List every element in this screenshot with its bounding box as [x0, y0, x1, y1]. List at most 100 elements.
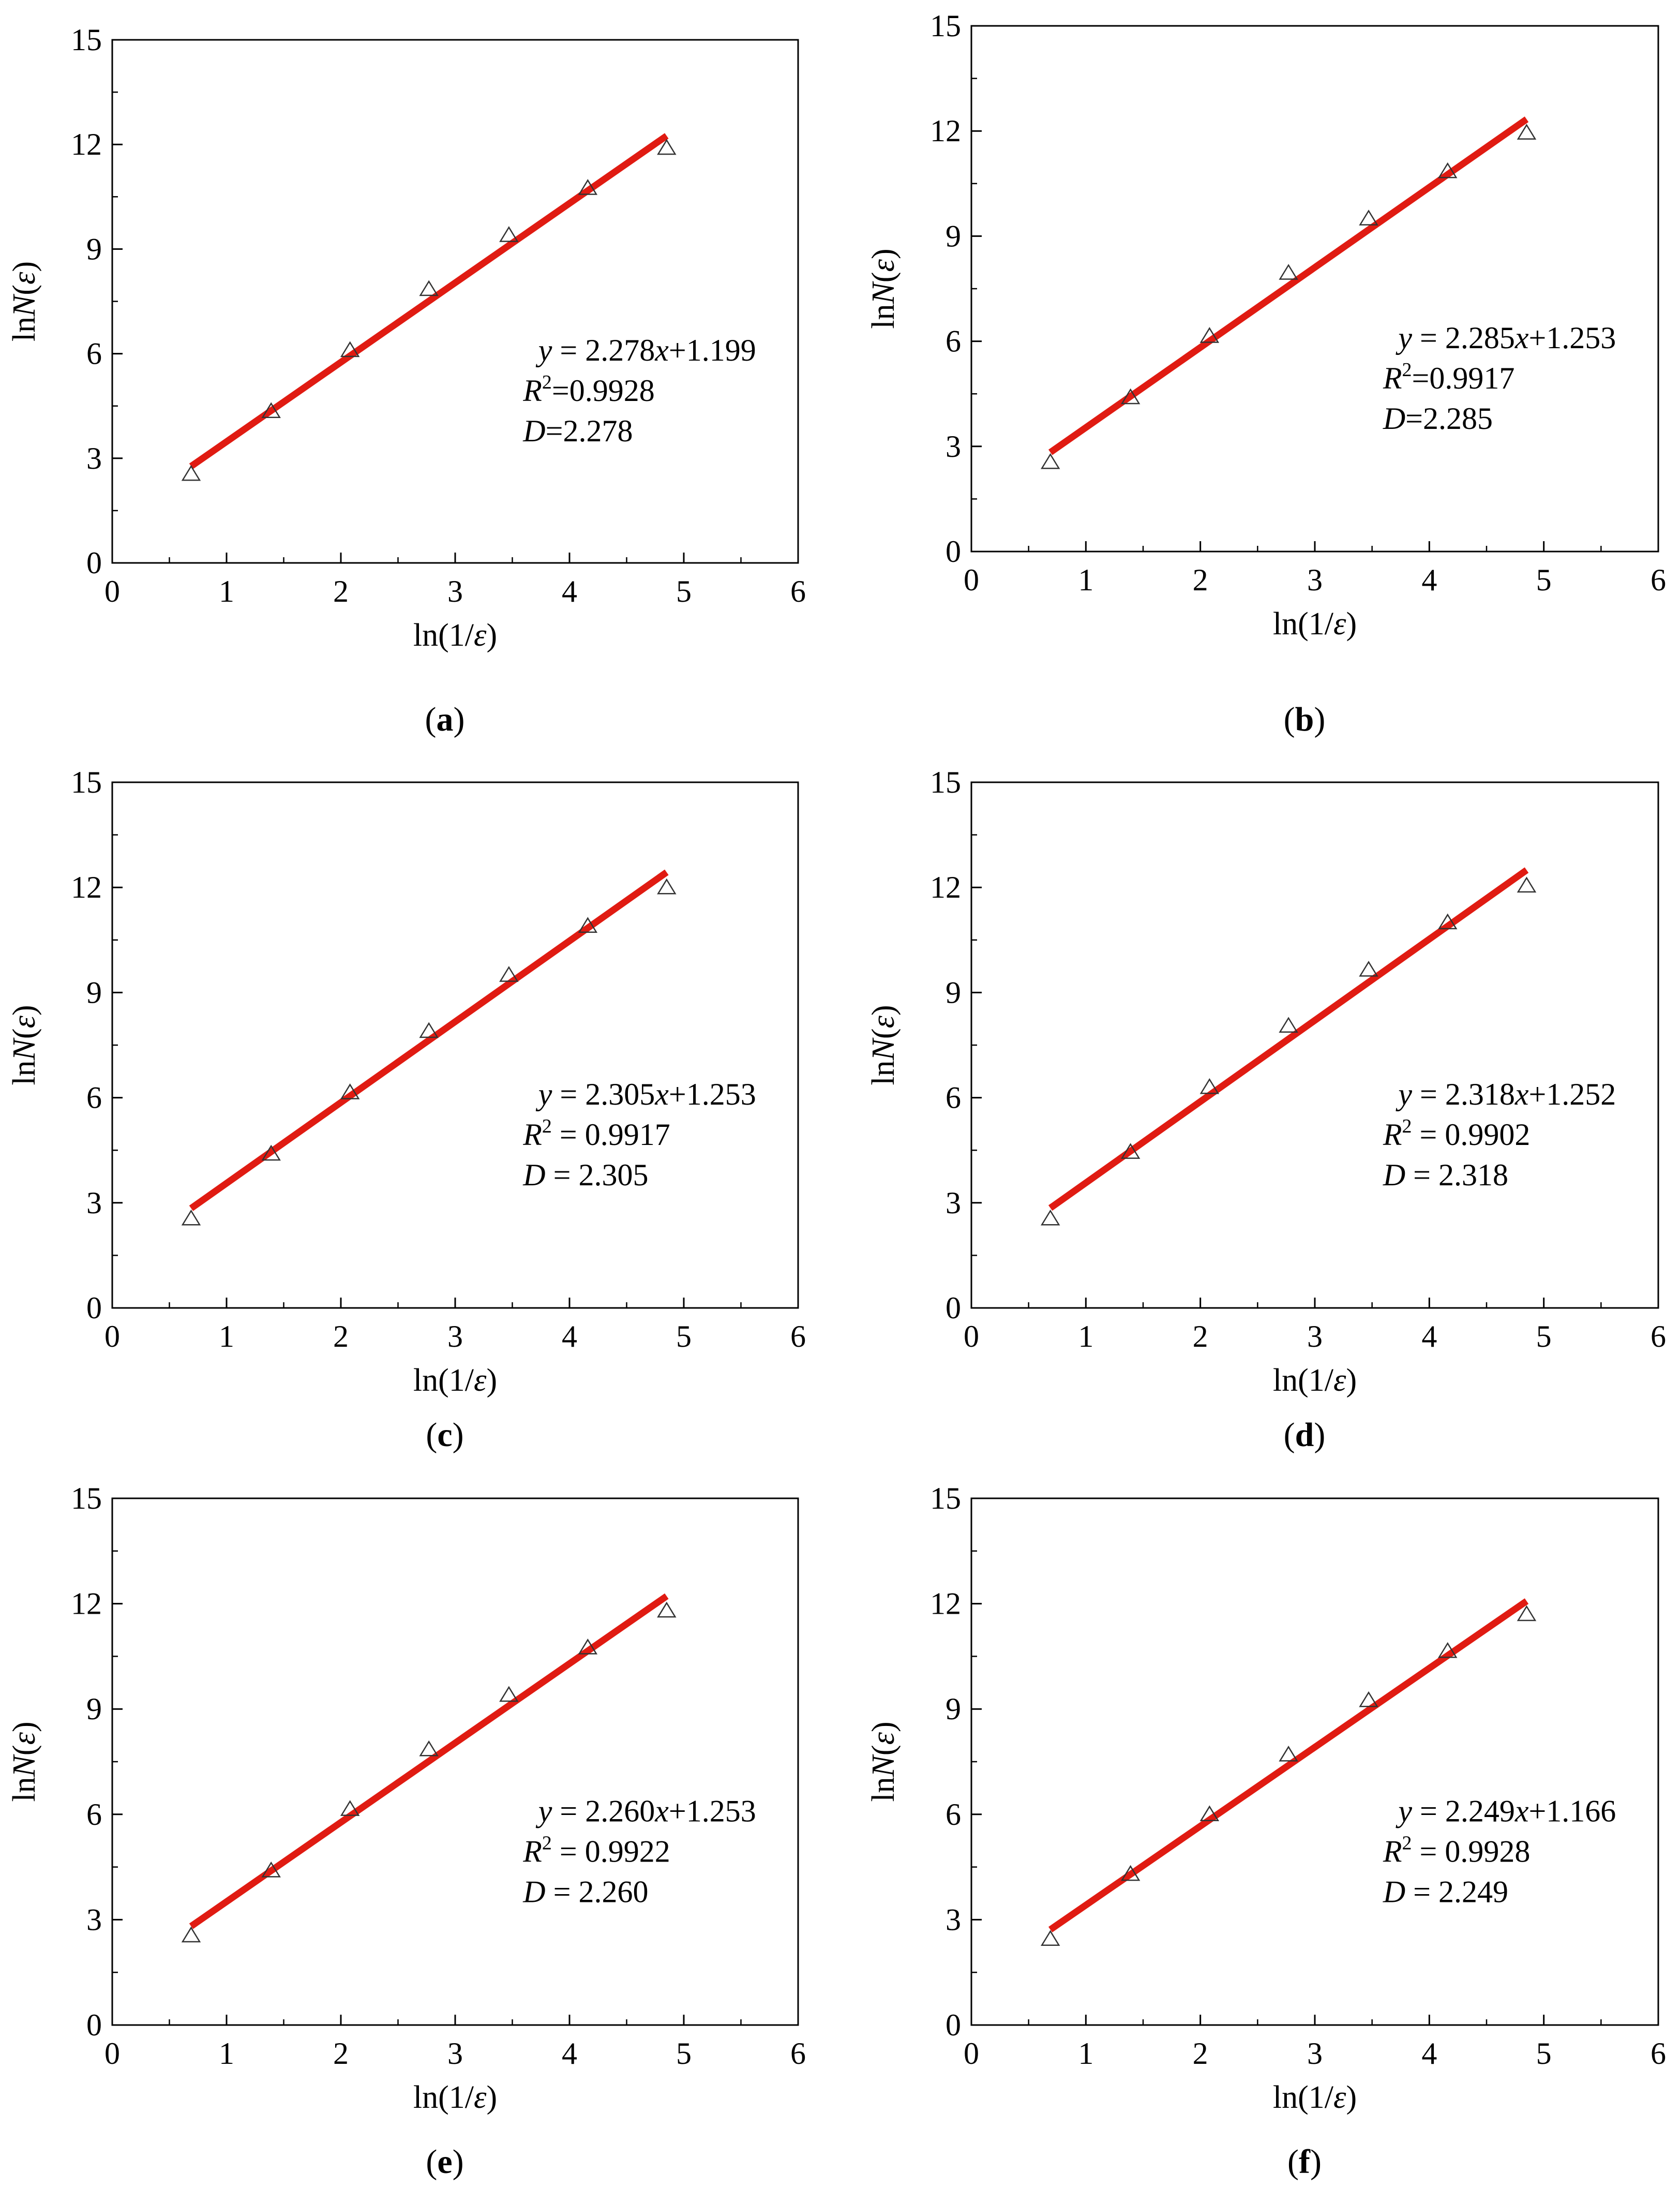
- data-point: [499, 966, 519, 982]
- x-tick-label: 3: [447, 1319, 463, 1353]
- x-axis-label: ln(1/ε): [413, 618, 497, 653]
- y-tick-label: 3: [86, 441, 102, 475]
- x-tick-label: 6: [790, 1319, 806, 1353]
- x-tick-label: 1: [1078, 563, 1093, 597]
- y-tick-label: 3: [946, 429, 961, 464]
- data-point: [1199, 1805, 1220, 1822]
- y-tick-label: 15: [930, 1481, 961, 1515]
- data-point: [1199, 327, 1220, 343]
- fractal-dimension: D = 2.260: [522, 1874, 648, 1909]
- y-tick-label: 6: [86, 337, 102, 371]
- x-tick-label: 6: [790, 2036, 806, 2071]
- x-tick-label: 0: [104, 2036, 120, 2071]
- y-tick-label: 0: [86, 2008, 102, 2042]
- data-point: [340, 1800, 360, 1816]
- fit-equation: y = 2.318x+1.252: [1395, 1077, 1616, 1111]
- y-tick-label: 12: [71, 127, 102, 161]
- panel-caption: (e): [426, 2143, 463, 2181]
- y-tick-label: 6: [946, 324, 961, 359]
- data-point: [578, 1639, 598, 1655]
- r-squared: R2 = 0.9922: [522, 1832, 670, 1868]
- panel-caption: (f): [1287, 2143, 1322, 2181]
- plot-frame: [970, 25, 1659, 553]
- x-axis-label: ln(1/ε): [1273, 1363, 1357, 1398]
- plot-frame: [970, 1497, 1659, 2026]
- data-point: [340, 341, 360, 358]
- panel-caption: (c): [426, 1416, 463, 1454]
- x-tick-label: 1: [219, 1319, 234, 1353]
- x-tick-label: 2: [1193, 563, 1208, 597]
- y-tick-label: 3: [86, 1186, 102, 1220]
- data-point: [1438, 1642, 1458, 1658]
- x-tick-label: 4: [1421, 2036, 1437, 2071]
- data-point: [499, 226, 519, 242]
- y-tick-label: 0: [86, 546, 102, 580]
- y-tick-label: 3: [946, 1902, 961, 1937]
- fit-equation: y = 2.249x+1.166: [1395, 1794, 1616, 1828]
- data-point: [1040, 1209, 1060, 1226]
- plot-frame: [111, 781, 799, 1309]
- y-tick-label: 9: [946, 219, 961, 253]
- y-tick-label: 12: [930, 1587, 961, 1621]
- x-tick-label: 3: [447, 574, 463, 608]
- fractal-dimension: D=2.285: [1383, 401, 1493, 436]
- data-point: [1279, 1746, 1298, 1762]
- y-tick-label: 6: [946, 1081, 961, 1115]
- x-tick-label: 4: [1421, 563, 1437, 597]
- y-tick-label: 9: [946, 1692, 961, 1726]
- x-tick-label: 0: [104, 1319, 120, 1353]
- fit-line: [1048, 116, 1529, 455]
- fit-equation: y = 2.260x+1.253: [535, 1794, 756, 1828]
- panel-caption: (a): [425, 701, 465, 738]
- data-point: [1040, 453, 1060, 469]
- fit-line: [189, 1593, 669, 1929]
- x-tick-label: 3: [447, 2036, 463, 2071]
- y-tick-label: 15: [930, 765, 961, 799]
- data-point: [657, 1601, 677, 1618]
- fit-line: [1048, 867, 1529, 1211]
- x-tick-label: 4: [562, 1319, 577, 1353]
- data-point: [181, 465, 201, 481]
- y-tick-label: 15: [71, 765, 102, 799]
- x-tick-label: 0: [104, 574, 120, 608]
- x-tick-label: 6: [1651, 1319, 1666, 1353]
- panel-caption: (b): [1284, 701, 1326, 738]
- data-point: [657, 878, 677, 895]
- r-squared: R2 = 0.9928: [1383, 1832, 1531, 1868]
- y-tick-label: 0: [946, 1291, 961, 1325]
- x-tick-label: 4: [562, 2036, 577, 2071]
- fractal-dimension: D=2.278: [522, 414, 633, 448]
- data-point: [1517, 876, 1537, 893]
- fractal-dimension: D = 2.305: [522, 1158, 648, 1192]
- data-point: [419, 1740, 439, 1757]
- y-tick-label: 12: [71, 1587, 102, 1621]
- data-point: [578, 917, 598, 933]
- y-tick-label: 0: [946, 2008, 961, 2042]
- data-point: [1359, 210, 1378, 226]
- x-tick-label: 1: [219, 574, 234, 608]
- y-axis-label: lnN(ε): [7, 1721, 42, 1802]
- panel-caption: (d): [1284, 1416, 1326, 1454]
- r-squared: R2 = 0.9902: [1383, 1115, 1531, 1152]
- x-tick-label: 0: [964, 2036, 979, 2071]
- x-axis-label: ln(1/ε): [413, 2080, 497, 2115]
- x-tick-label: 2: [1193, 2036, 1208, 2071]
- x-tick-label: 3: [1307, 563, 1323, 597]
- data-point: [181, 1209, 201, 1226]
- data-point: [1040, 1930, 1060, 1946]
- y-tick-label: 9: [946, 975, 961, 1009]
- x-tick-label: 5: [1536, 563, 1552, 597]
- y-tick-label: 12: [930, 114, 961, 148]
- y-tick-label: 6: [86, 1797, 102, 1832]
- x-tick-label: 2: [333, 2036, 349, 2071]
- data-point: [578, 179, 598, 195]
- fit-line: [189, 869, 669, 1211]
- x-tick-label: 0: [964, 563, 979, 597]
- data-point: [261, 1144, 281, 1161]
- y-axis-label: lnN(ε): [866, 1005, 901, 1085]
- x-tick-label: 4: [1421, 1319, 1437, 1353]
- y-tick-label: 9: [86, 1692, 102, 1726]
- fit-equation: y = 2.278x+1.199: [535, 333, 756, 367]
